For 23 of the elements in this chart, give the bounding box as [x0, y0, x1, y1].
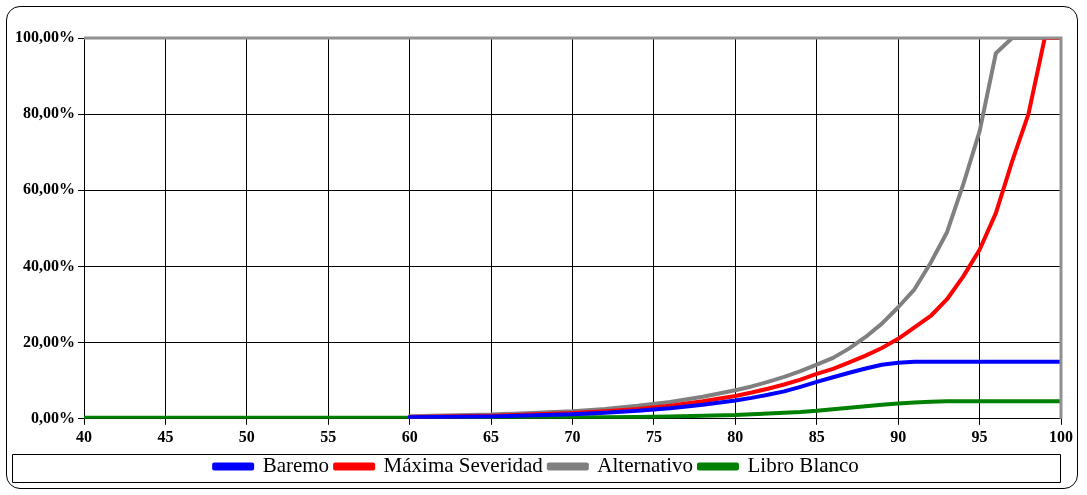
x-tick-label: 70 — [564, 427, 581, 445]
x-tick-label: 75 — [645, 427, 662, 445]
y-tick-label: 20,00% — [23, 332, 75, 350]
x-tick-label: 65 — [483, 427, 500, 445]
x-tick-label: 80 — [727, 427, 744, 445]
x-tick-label: 45 — [157, 427, 174, 445]
legend-label: Alternativo — [597, 453, 693, 478]
y-tick-label: 0,00% — [31, 408, 75, 426]
y-tick-label: 100,00% — [15, 28, 75, 46]
x-tick-label: 95 — [971, 427, 988, 445]
legend-label: Máxima Severidad — [383, 453, 544, 478]
y-tick-label: 80,00% — [23, 104, 75, 122]
x-tick-label: 50 — [238, 427, 255, 445]
legend-label: Baremo — [262, 453, 330, 478]
x-tick-label: 60 — [401, 427, 418, 445]
y-tick-label: 60,00% — [23, 180, 75, 198]
y-tick-label: 40,00% — [23, 256, 75, 274]
x-tick-label: 40 — [76, 427, 92, 445]
x-tick-label: 85 — [808, 427, 825, 445]
legend-label: Libro Blanco — [747, 453, 859, 478]
x-tick-label: 90 — [890, 427, 907, 445]
x-tick-label: 100 — [1049, 427, 1073, 445]
x-tick-label: 55 — [320, 427, 337, 445]
